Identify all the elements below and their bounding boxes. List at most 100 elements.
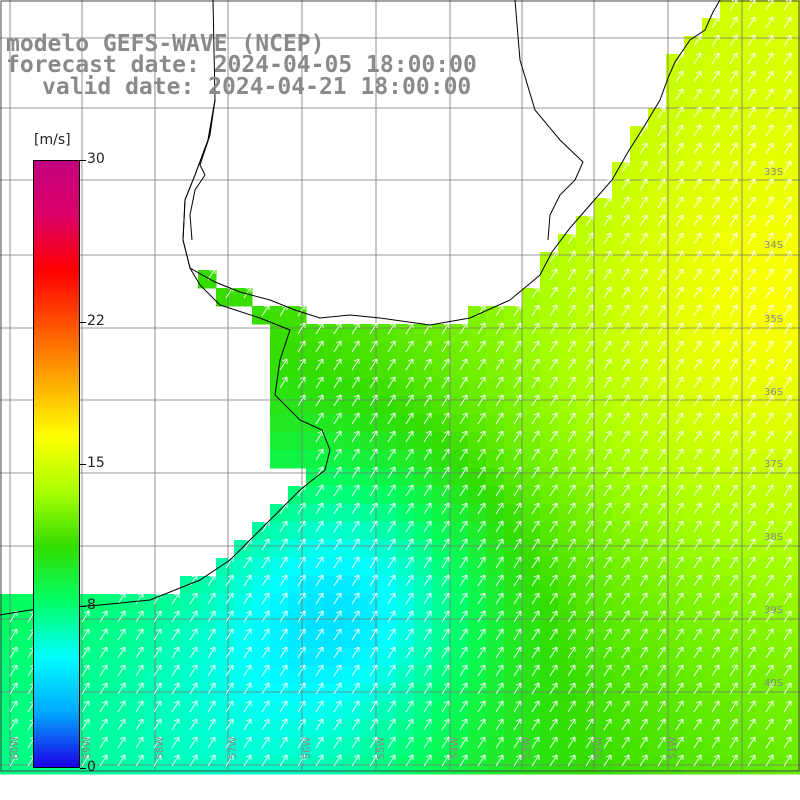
wind-arrow bbox=[279, 754, 288, 767]
wind-speed-cell bbox=[252, 720, 271, 739]
wind-speed-cell bbox=[270, 540, 289, 559]
wind-speed-cell bbox=[432, 450, 451, 469]
wind-arrow bbox=[783, 538, 792, 551]
wind-speed-cell bbox=[702, 702, 721, 721]
wind-speed-cell bbox=[648, 504, 667, 523]
wind-speed-cell bbox=[648, 144, 667, 163]
wind-arrow bbox=[207, 646, 216, 659]
wind-speed-cell bbox=[648, 270, 667, 289]
wind-arrow bbox=[783, 304, 792, 317]
wind-speed-cell bbox=[612, 504, 631, 523]
wind-speed-cell bbox=[306, 630, 325, 649]
wind-arrow bbox=[477, 466, 486, 479]
wind-arrow bbox=[459, 646, 468, 659]
wind-speed-cell bbox=[270, 522, 289, 541]
wind-arrow bbox=[243, 700, 252, 713]
wind-speed-cell bbox=[342, 486, 361, 505]
wind-arrow bbox=[261, 628, 270, 641]
colorbar-tick-mark bbox=[80, 464, 86, 465]
wind-arrow bbox=[333, 646, 342, 659]
wind-speed-cell bbox=[792, 540, 800, 559]
wind-speed-cell bbox=[504, 648, 523, 667]
wind-arrow bbox=[459, 736, 468, 749]
wind-arrow bbox=[171, 754, 180, 767]
wind-speed-cell bbox=[540, 720, 559, 739]
wind-speed-cell bbox=[288, 504, 307, 523]
wind-arrow bbox=[693, 322, 702, 335]
wind-speed-cell bbox=[522, 522, 541, 541]
wind-speed-cell bbox=[792, 342, 800, 361]
wind-arrow bbox=[207, 736, 216, 749]
wind-speed-cell bbox=[666, 234, 685, 253]
wind-arrow bbox=[747, 268, 756, 281]
wind-speed-cell bbox=[432, 630, 451, 649]
wind-arrow bbox=[189, 574, 198, 587]
wind-arrow bbox=[387, 664, 396, 677]
wind-arrow bbox=[711, 268, 720, 281]
wind-arrow bbox=[603, 520, 612, 533]
wind-speed-cell bbox=[540, 468, 559, 487]
wind-arrow bbox=[765, 250, 774, 263]
wind-speed-cell bbox=[738, 702, 757, 721]
wind-arrow bbox=[405, 430, 414, 443]
wind-arrow bbox=[675, 250, 684, 263]
wind-speed-cell bbox=[720, 126, 739, 145]
wind-arrow bbox=[387, 646, 396, 659]
wind-arrow bbox=[531, 502, 540, 515]
wind-speed-cell bbox=[738, 216, 757, 235]
wind-speed-cell bbox=[306, 378, 325, 397]
wind-speed-cell bbox=[306, 684, 325, 703]
wind-arrow bbox=[531, 628, 540, 641]
wind-speed-cell bbox=[792, 648, 800, 667]
wind-speed-cell bbox=[378, 630, 397, 649]
wind-speed-cell bbox=[702, 468, 721, 487]
wind-speed-cell bbox=[648, 468, 667, 487]
wind-speed-cell bbox=[396, 522, 415, 541]
coastline bbox=[0, 0, 721, 616]
wind-speed-cell bbox=[702, 396, 721, 415]
wind-arrow bbox=[261, 736, 270, 749]
wind-arrow bbox=[459, 754, 468, 767]
wind-arrow bbox=[513, 502, 522, 515]
wind-arrow bbox=[567, 394, 576, 407]
wind-speed-cell bbox=[504, 396, 523, 415]
wind-arrow bbox=[603, 250, 612, 263]
wind-arrow bbox=[369, 520, 378, 533]
wind-speed-cell bbox=[792, 558, 800, 577]
wind-speed-cell bbox=[684, 558, 703, 577]
wind-arrow bbox=[351, 646, 360, 659]
wind-arrow bbox=[621, 700, 630, 713]
wind-speed-cell bbox=[450, 630, 469, 649]
wind-arrow bbox=[153, 682, 162, 695]
wind-speed-cell bbox=[522, 504, 541, 523]
wind-speed-cell bbox=[234, 576, 253, 595]
wind-arrow bbox=[621, 394, 630, 407]
wind-arrow bbox=[297, 610, 306, 623]
wind-arrow bbox=[639, 592, 648, 605]
wind-arrow bbox=[459, 376, 468, 389]
wind-arrow bbox=[531, 466, 540, 479]
wind-speed-cell bbox=[684, 306, 703, 325]
wind-arrow bbox=[495, 358, 504, 371]
wind-arrow bbox=[351, 412, 360, 425]
wind-speed-cell bbox=[720, 360, 739, 379]
wind-arrow bbox=[621, 412, 630, 425]
wind-arrow bbox=[153, 754, 162, 767]
wind-arrow bbox=[369, 484, 378, 497]
wind-speed-cell bbox=[648, 450, 667, 469]
wind-speed-cell bbox=[630, 432, 649, 451]
wind-speed-cell bbox=[468, 432, 487, 451]
wind-speed-cell bbox=[414, 612, 433, 631]
wind-speed-cell bbox=[666, 702, 685, 721]
wind-arrow bbox=[603, 286, 612, 299]
wind-speed-cell bbox=[378, 504, 397, 523]
wind-arrow bbox=[513, 304, 522, 317]
wind-arrow bbox=[729, 682, 738, 695]
wind-arrow bbox=[603, 430, 612, 443]
wind-arrow bbox=[243, 646, 252, 659]
wind-arrow bbox=[639, 574, 648, 587]
wind-speed-cell bbox=[756, 54, 775, 73]
wind-speed-cell bbox=[792, 198, 800, 217]
wind-arrow bbox=[603, 574, 612, 587]
wind-arrow bbox=[585, 646, 594, 659]
